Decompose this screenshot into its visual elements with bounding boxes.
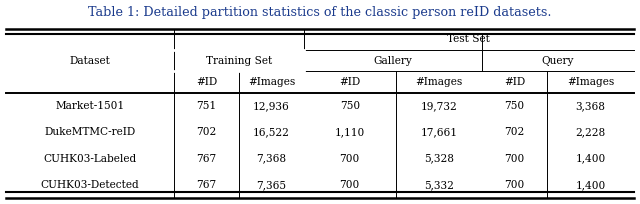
Text: 1,110: 1,110 — [335, 127, 365, 137]
Text: 16,522: 16,522 — [253, 127, 290, 137]
Text: Test Set: Test Set — [447, 34, 490, 44]
Text: 2,228: 2,228 — [575, 127, 605, 137]
Text: Query: Query — [541, 56, 574, 66]
Text: 5,332: 5,332 — [424, 180, 454, 190]
Text: 1,400: 1,400 — [575, 180, 605, 190]
Text: #Images: #Images — [248, 77, 295, 87]
Text: 767: 767 — [196, 154, 216, 164]
Text: 5,328: 5,328 — [424, 154, 454, 164]
Text: 17,661: 17,661 — [420, 127, 458, 137]
Text: #ID: #ID — [504, 77, 525, 87]
Text: #Images: #Images — [415, 77, 463, 87]
Text: DukeMTMC-reID: DukeMTMC-reID — [45, 127, 136, 137]
Text: #ID: #ID — [196, 77, 217, 87]
Text: CUHK03-Detected: CUHK03-Detected — [41, 180, 140, 190]
Text: Table 1: Detailed partition statistics of the classic person reID datasets.: Table 1: Detailed partition statistics o… — [88, 6, 552, 19]
Text: #ID: #ID — [339, 77, 360, 87]
Text: 750: 750 — [504, 101, 525, 111]
Text: 12,936: 12,936 — [253, 101, 290, 111]
Text: 702: 702 — [196, 127, 216, 137]
Text: Training Set: Training Set — [206, 56, 272, 66]
Text: 3,368: 3,368 — [575, 101, 605, 111]
Text: 767: 767 — [196, 180, 216, 190]
Text: 702: 702 — [504, 127, 525, 137]
Text: 700: 700 — [504, 154, 525, 164]
Text: #Images: #Images — [566, 77, 614, 87]
Text: 7,368: 7,368 — [256, 154, 287, 164]
Text: 700: 700 — [340, 180, 360, 190]
Text: 700: 700 — [340, 154, 360, 164]
Text: 751: 751 — [196, 101, 216, 111]
Text: 700: 700 — [504, 180, 525, 190]
Text: Dataset: Dataset — [70, 56, 111, 66]
Text: Market-1501: Market-1501 — [56, 101, 125, 111]
Text: Gallery: Gallery — [374, 56, 412, 66]
Text: 19,732: 19,732 — [420, 101, 458, 111]
Text: 750: 750 — [340, 101, 360, 111]
Text: CUHK03-Labeled: CUHK03-Labeled — [44, 154, 137, 164]
Text: 1,400: 1,400 — [575, 154, 605, 164]
Text: 7,365: 7,365 — [257, 180, 286, 190]
